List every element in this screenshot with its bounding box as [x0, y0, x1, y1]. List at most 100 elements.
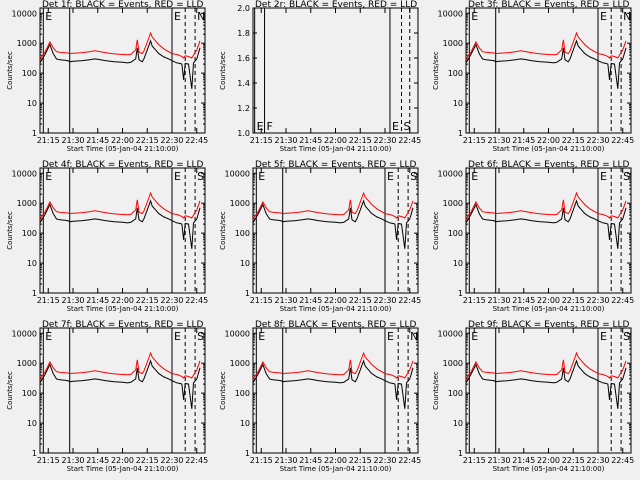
panel-title: Det 8f: BLACK = Events, RED = LLD — [255, 320, 417, 330]
marker-label: E — [600, 170, 607, 183]
x-tick-label: 22:15 — [136, 456, 159, 465]
x-tick-label: 21:15 — [463, 296, 486, 305]
x-tick-label: 21:45 — [86, 456, 109, 465]
x-tick-label: 22:45 — [185, 136, 208, 145]
series-lld-line — [252, 191, 414, 220]
series-events-line — [39, 39, 201, 89]
marker-label: E — [600, 330, 607, 343]
panel-title: Det 2r: BLACK = Events, RED = LLD — [255, 0, 417, 10]
x-tick-label: 22:00 — [537, 456, 560, 465]
series-events-line — [39, 359, 201, 409]
x-tick-label: 21:45 — [299, 296, 322, 305]
x-axis-label: Start Time (05-Jan-04 21:10:00) — [493, 145, 605, 153]
panel-title: Det 9f: BLACK = Events, RED = LLD — [468, 320, 630, 330]
y-tick-label: 100 — [235, 389, 250, 398]
plot-frame — [39, 167, 206, 294]
x-tick-label: 21:30 — [487, 296, 510, 305]
x-tick-label: 22:15 — [349, 296, 372, 305]
panel-4: Det 4f: BLACK = Events, RED = LLD 1 10 100 1… — [6, 160, 208, 313]
series-lld-line — [465, 351, 627, 380]
x-tick-label: 21:15 — [37, 136, 60, 145]
y-tick-label: 1 — [245, 289, 250, 298]
panel-2: Det 2r: BLACK = Events, RED = LLD 1.0 1.2 1… — [219, 0, 421, 153]
panel-5: Det 5f: BLACK = Events, RED = LLD 1 10 100 1… — [219, 160, 421, 313]
x-tick-label: 22:00 — [537, 136, 560, 145]
x-tick-label: 21:30 — [487, 136, 510, 145]
x-tick-label: 21:45 — [512, 296, 535, 305]
y-tick-label: 10000 — [12, 329, 37, 338]
x-tick-label: 22:30 — [160, 296, 183, 305]
x-tick-label: 22:00 — [111, 456, 134, 465]
plot-frame — [39, 327, 206, 454]
x-tick-label: 22:00 — [324, 456, 347, 465]
y-tick-label: 1 — [458, 129, 463, 138]
y-tick-label: 10000 — [12, 169, 37, 178]
panel-title: Det 5f: BLACK = Events, RED = LLD — [255, 160, 417, 170]
x-tick-label: 22:30 — [586, 136, 609, 145]
marker-label: E — [174, 170, 181, 183]
plot-frame — [465, 167, 632, 294]
marker-label: E — [471, 10, 478, 23]
y-axis-label: Counts/sec — [432, 211, 440, 250]
series-events-line — [252, 199, 414, 249]
x-tick-label: 21:30 — [61, 136, 84, 145]
series-lld-line — [39, 191, 201, 220]
y-tick-label: 1 — [458, 449, 463, 458]
marker-label: E — [258, 330, 265, 343]
x-tick-label: 22:30 — [586, 296, 609, 305]
x-tick-label: 21:15 — [250, 296, 273, 305]
y-tick-label: 10 — [27, 419, 37, 428]
x-tick-label: 22:15 — [562, 456, 585, 465]
series-lld-line — [39, 31, 201, 60]
x-tick-label: 21:30 — [274, 136, 297, 145]
marker-label: E — [45, 330, 52, 343]
y-axis-label: Counts/sec — [6, 211, 14, 250]
x-axis-label: Start Time (05-Jan-04 21:10:00) — [493, 305, 605, 313]
series-lld-line — [465, 191, 627, 220]
panel-title: Det 1f: BLACK = Events, RED = LLD — [42, 0, 204, 10]
y-tick-label: 100 — [22, 69, 37, 78]
x-tick-label: 22:45 — [398, 296, 421, 305]
y-tick-label: 1000 — [443, 359, 463, 368]
plot-frame — [252, 7, 419, 134]
x-tick-label: 22:30 — [373, 456, 396, 465]
x-tick-label: 22:45 — [611, 296, 634, 305]
x-tick-label: 21:45 — [512, 136, 535, 145]
plot-frame — [465, 327, 632, 454]
x-tick-label: 22:45 — [611, 456, 634, 465]
marker-label: E — [258, 170, 265, 183]
x-tick-label: 22:30 — [160, 456, 183, 465]
marker-label: F — [267, 120, 273, 133]
y-tick-label: 10 — [453, 259, 463, 268]
y-tick-label: 1.8 — [237, 29, 250, 38]
x-tick-label: 22:45 — [398, 456, 421, 465]
x-tick-label: 22:00 — [537, 296, 560, 305]
marker-label: E — [45, 10, 52, 23]
plot-frame — [252, 327, 419, 454]
x-axis-label: Start Time (05-Jan-04 21:10:00) — [280, 145, 392, 153]
y-tick-label: 10000 — [438, 169, 463, 178]
marker-label: S — [197, 330, 204, 343]
marker-label: E — [392, 120, 399, 133]
panel-3: Det 3f: BLACK = Events, RED = LLD 1 10 100 1… — [432, 0, 634, 153]
plot-frame — [252, 167, 419, 294]
x-axis-label: Start Time (05-Jan-04 21:10:00) — [280, 465, 392, 473]
x-axis-label: Start Time (05-Jan-04 21:10:00) — [67, 465, 179, 473]
x-tick-label: 22:45 — [611, 136, 634, 145]
y-tick-label: 100 — [22, 229, 37, 238]
y-tick-label: 10 — [27, 259, 37, 268]
x-tick-label: 21:15 — [463, 136, 486, 145]
y-tick-label: 1.0 — [237, 129, 250, 138]
x-tick-label: 22:30 — [586, 456, 609, 465]
y-axis-label: Counts/sec — [432, 51, 440, 90]
y-tick-label: 10000 — [225, 169, 250, 178]
y-tick-label: 1000 — [443, 199, 463, 208]
marker-label: E — [257, 120, 264, 133]
y-tick-label: 1.2 — [237, 104, 250, 113]
marker-label: S — [623, 330, 630, 343]
panel-title: Det 7f: BLACK = Events, RED = LLD — [42, 320, 204, 330]
y-tick-label: 100 — [448, 69, 463, 78]
series-lld-line — [39, 351, 201, 380]
x-tick-label: 22:15 — [349, 136, 372, 145]
marker-label: S — [404, 120, 411, 133]
